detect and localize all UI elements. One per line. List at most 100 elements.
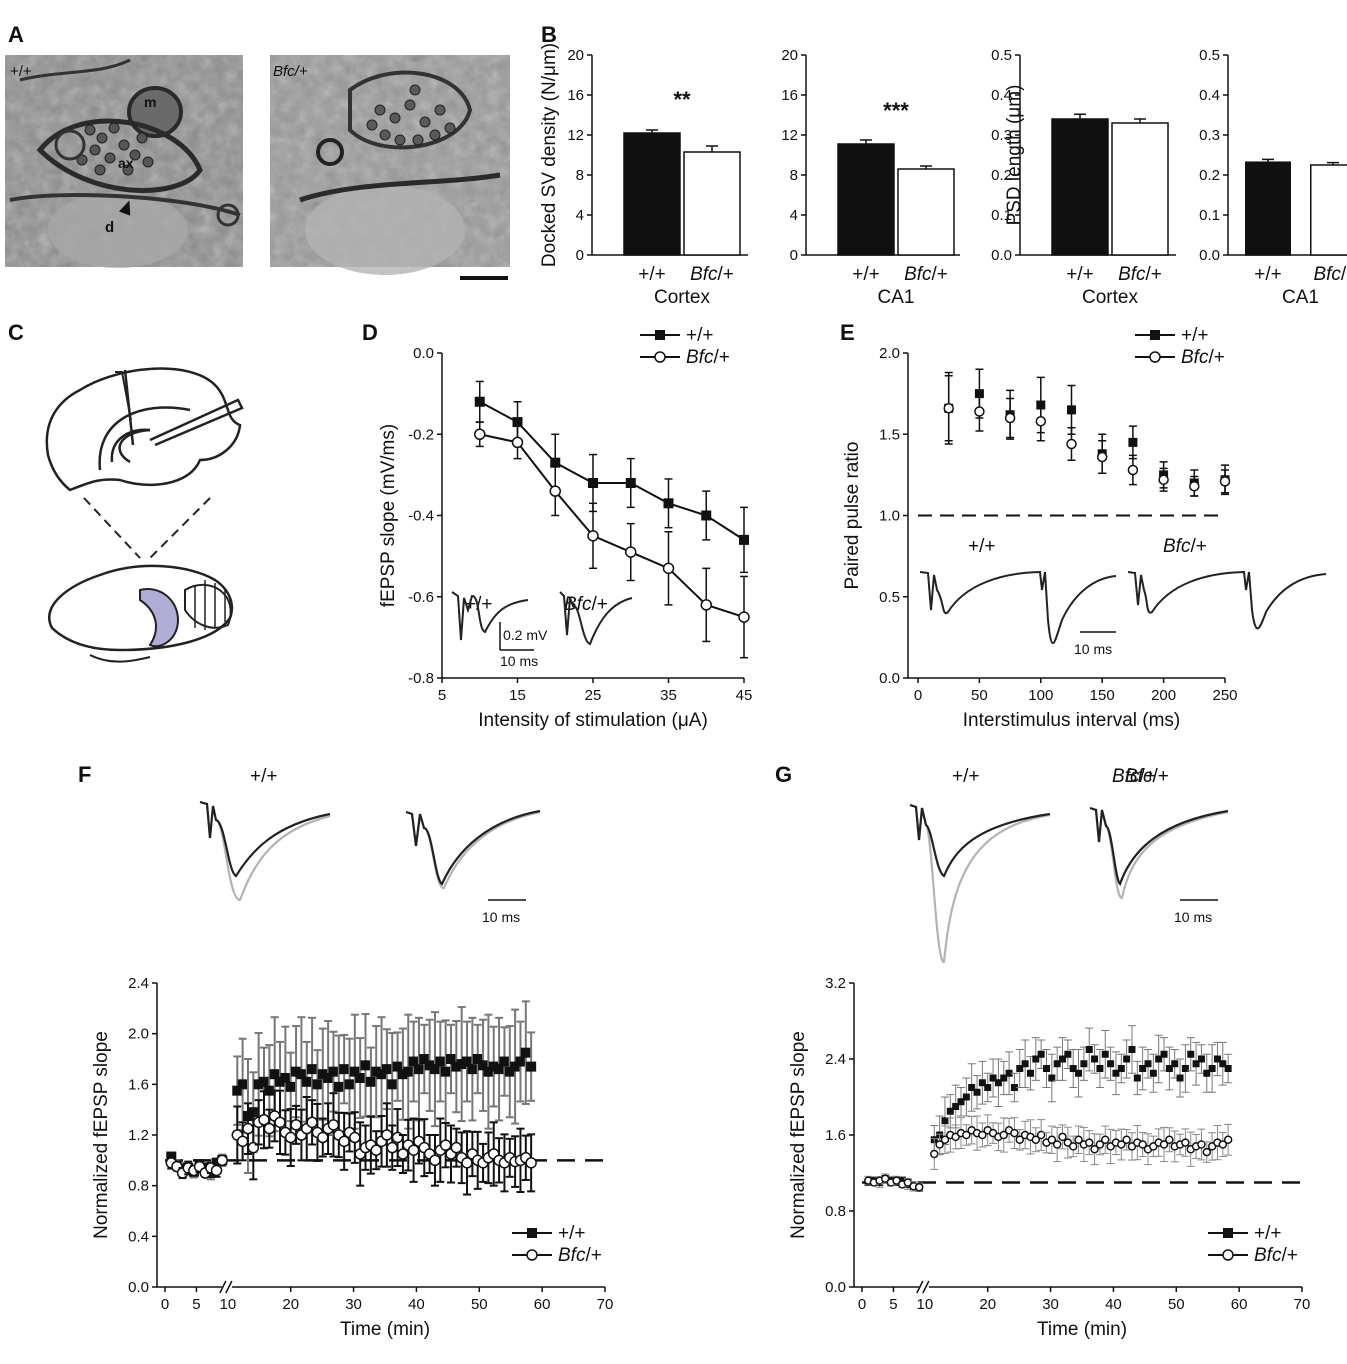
data-point-square: [1187, 1050, 1195, 1058]
em-marker-d: d: [105, 219, 114, 236]
y-tick-label: 0: [576, 247, 584, 264]
series-line: [479, 400, 745, 541]
data-point-square: [941, 1117, 949, 1125]
data-point-square: [1123, 1055, 1131, 1063]
chart-g-example-traces: +/+ Bfc/+ 10 ms: [909, 766, 1229, 964]
y-tick-label: 0.4: [991, 87, 1012, 104]
x-tick-label: 15: [509, 687, 526, 704]
data-point-square: [291, 1066, 302, 1077]
data-point-circle: [242, 1122, 254, 1135]
data-point-square: [989, 1074, 997, 1082]
legend-label: Bfc/+: [1181, 347, 1225, 368]
trace-label-wt: +/+: [250, 766, 277, 787]
y-tick-label: 0.1: [1199, 207, 1220, 224]
y-tick-label: 0.0: [1199, 247, 1220, 264]
y-tick-label: 12: [567, 127, 584, 144]
x-axis-label: Cortex: [1082, 287, 1138, 308]
x-category-label: Bfc/+: [1118, 264, 1162, 285]
data-point-square: [1171, 1060, 1179, 1068]
data-point-circle: [1084, 1138, 1094, 1147]
data-point-circle: [549, 485, 561, 497]
data-point-circle: [1149, 351, 1161, 363]
data-point-square: [248, 1107, 259, 1118]
data-point-square: [1219, 1060, 1227, 1068]
data-point-square: [978, 1079, 986, 1087]
data-point-square: [360, 1060, 371, 1071]
data-point-circle: [327, 1119, 340, 1131]
data-point-square: [483, 1066, 494, 1077]
legend-label: +/+: [1254, 1223, 1281, 1244]
data-point-square: [1091, 1055, 1099, 1063]
x-tick-label: 10: [917, 1296, 934, 1313]
trace-mut: [559, 591, 633, 646]
x-tick-label: 60: [534, 1296, 551, 1313]
data-point-circle: [700, 599, 712, 611]
panel-letter-e: E: [840, 320, 855, 345]
data-point-square: [1101, 1050, 1109, 1058]
data-point-square: [408, 1056, 419, 1067]
data-point-square: [280, 1073, 291, 1083]
data-point-square: [499, 1056, 510, 1067]
data-point-square: [588, 478, 598, 488]
axis-break-mark: [916, 1280, 924, 1294]
x-axis-label: Time (min): [1037, 1319, 1127, 1340]
x-tick-label: 5: [889, 1296, 897, 1313]
data-point-square: [984, 1084, 992, 1091]
x-tick-label: 0: [858, 1296, 866, 1313]
legend-label: Bfc/+: [558, 1245, 602, 1266]
data-point-circle: [210, 1164, 223, 1177]
legend-label: +/+: [558, 1223, 585, 1244]
y-tick-label: 3.2: [825, 975, 846, 992]
x-category-label: +/+: [638, 264, 665, 285]
y-axis-label: Paired pulse ratio: [842, 442, 863, 590]
y-tick-label: 12: [781, 127, 798, 144]
y-tick-label: 0.5: [1199, 47, 1220, 64]
x-tick-label: 200: [1151, 687, 1176, 704]
data-point-square: [739, 534, 749, 545]
x-axis-label: CA1: [878, 287, 915, 308]
legend-label: +/+: [686, 325, 713, 346]
y-tick-label: 0.3: [1199, 127, 1220, 144]
y-tick-label: 1.6: [128, 1076, 149, 1093]
x-tick-label: 30: [345, 1296, 362, 1313]
data-point-square: [1107, 1060, 1115, 1068]
trace-baseline: [199, 800, 331, 902]
y-tick-label: 2.4: [825, 1051, 846, 1068]
data-point-square: [355, 1073, 366, 1083]
y-tick-label: 16: [781, 87, 798, 104]
data-point-square: [1096, 1065, 1104, 1072]
data-point-circle: [306, 1116, 318, 1129]
data-point-circle: [381, 1129, 393, 1141]
significance-marker: **: [673, 87, 691, 112]
chart-e-paired-pulse: 0.0 0.5 1.0 1.5 2.0 0 50 100 150 200 250 Interstimu…: [842, 325, 1238, 731]
significance-marker: ***: [883, 98, 909, 123]
data-point-square: [344, 1079, 355, 1090]
data-point-square: [328, 1066, 339, 1077]
data-point-square: [1128, 437, 1138, 447]
y-axis-label: PSD length (μm): [1004, 85, 1025, 226]
data-point-square: [296, 1069, 307, 1080]
y-tick-label: 0.2: [1199, 167, 1220, 184]
trace-label-mut: Bfc/+: [1112, 766, 1156, 787]
x-tick-label: 35: [660, 687, 677, 704]
data-point-circle: [1096, 451, 1108, 463]
data-point-circle: [935, 1140, 944, 1149]
series-line: [479, 433, 745, 619]
y-axis-label: Normalized fEPSP slope: [91, 1031, 112, 1239]
data-point-square: [339, 1064, 350, 1075]
axis-break-mark: [922, 1280, 930, 1294]
panel-c-brain-schematic: [48, 564, 234, 663]
bar: [1245, 161, 1291, 256]
data-point-square: [520, 1047, 531, 1058]
em-marker-ax: ax: [118, 155, 134, 171]
data-point-square: [307, 1064, 318, 1075]
bar: [897, 168, 955, 256]
trace-label-wt: +/+: [952, 766, 979, 787]
data-point-square: [1160, 1050, 1168, 1058]
x-tick-label: 5: [438, 687, 446, 704]
panel-a-label-wt: +/+: [10, 63, 32, 80]
data-point-circle: [1189, 481, 1200, 492]
y-tick-label: 0.8: [128, 1178, 149, 1195]
y-tick-label: 0.2: [991, 167, 1012, 184]
